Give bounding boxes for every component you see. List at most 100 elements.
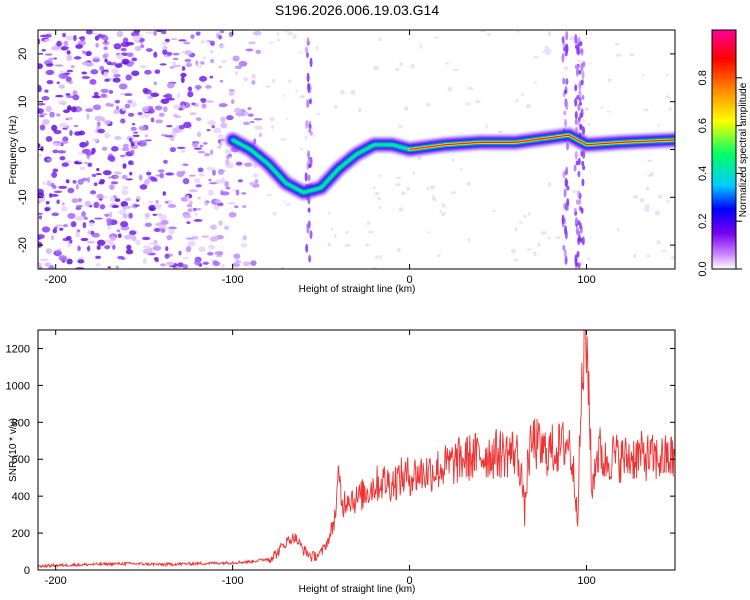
- spectrogram-noise-blob: [580, 79, 584, 86]
- colorbar-frame: [711, 29, 737, 270]
- spectrogram-noise-blob: [475, 99, 481, 104]
- spectrogram-noise-blob: [309, 57, 313, 68]
- spectrogram-noise-blob: [183, 121, 192, 129]
- spectrogram-noise-blob: [169, 66, 175, 69]
- spectrogram-noise-blob: [128, 137, 133, 142]
- spectrogram-noise-blob: [577, 262, 581, 269]
- spectrogram-noise-blob: [79, 141, 87, 148]
- spectrogram-noise-blob: [41, 226, 51, 233]
- spectrogram-noise-blob: [582, 118, 585, 123]
- spectrogram-noise-blob: [82, 221, 87, 229]
- spectrogram-noise-blob: [541, 231, 547, 235]
- spectrogram-noise-blob: [56, 81, 60, 85]
- spectrogram-noise-blob: [397, 248, 401, 253]
- spectrogram-noise-blob: [316, 113, 320, 116]
- spectrogram-noise-blob: [79, 166, 86, 171]
- spectrogram-noise-blob: [38, 102, 46, 106]
- spectrogram-noise-blob: [110, 181, 119, 185]
- spectrogram-noise-blob: [188, 174, 196, 177]
- spectrogram-noise-blob: [485, 124, 488, 129]
- spectrogram-noise-blob: [186, 221, 191, 224]
- spectrogram-noise-blob: [112, 61, 117, 65]
- spectrogram-noise-blob: [135, 239, 141, 246]
- spectrogram-noise-blob: [166, 234, 173, 241]
- spectrogram-noise-blob: [181, 104, 186, 110]
- spectrogram-noise-blob: [617, 227, 620, 232]
- spectrogram-noise-blob: [181, 65, 186, 71]
- spectrogram-noise-blob: [233, 253, 241, 259]
- spectrogram-noise-blob: [244, 162, 253, 167]
- spectrogram-noise-blob: [644, 204, 650, 209]
- spectrogram-noise-blob: [561, 214, 565, 224]
- spectrogram-noise-blob: [304, 46, 308, 53]
- spectrogram-noise-blob: [245, 48, 254, 52]
- spectrogram-noise-blob: [72, 94, 80, 101]
- spectrogram-noise-blob: [131, 235, 137, 242]
- spectrogram-noise-blob: [283, 200, 286, 203]
- spectrogram-noise-blob: [87, 162, 93, 167]
- spectrogram-noise-blob: [86, 245, 91, 252]
- spectrogram-noise-blob: [573, 164, 577, 172]
- spectrogram-noise-blob: [308, 163, 312, 169]
- spectrogram-noise-blob: [199, 144, 204, 148]
- spectrogram-noise-blob: [122, 37, 129, 44]
- spectrogram-noise-blob: [566, 185, 570, 191]
- spectrogram-noise-blob: [185, 62, 193, 68]
- spectrogram-noise-blob: [305, 243, 309, 253]
- spectrogram-noise-blob: [38, 63, 44, 70]
- spectrogram-noise-blob: [218, 103, 228, 108]
- spectrogram-noise-blob: [132, 134, 140, 137]
- spectrogram-noise-blob: [561, 52, 565, 63]
- spectrogram-noise-blob: [221, 263, 225, 268]
- spectrogram-noise-blob: [395, 182, 401, 187]
- spectrogram-noise-blob: [93, 95, 101, 99]
- spectrogram-noise-blob: [547, 182, 552, 188]
- spectrogram-noise-blob: [208, 178, 212, 182]
- spectrogram-noise-blob: [404, 106, 409, 112]
- spectrogram-noise-blob: [334, 104, 338, 110]
- spectrogram-noise-blob: [292, 34, 297, 40]
- spectrogram-noise-blob: [272, 78, 276, 84]
- spectrogram-noise-blob: [307, 150, 311, 158]
- spectrogram-noise-blob: [525, 103, 531, 109]
- spectrogram-noise-blob: [174, 265, 180, 269]
- spectrogram-noise-blob: [103, 71, 109, 78]
- snr-y-tick-label: 1000: [6, 380, 30, 392]
- spectrogram-noise-blob: [562, 244, 566, 251]
- spectrogram-noise-blob: [39, 124, 46, 131]
- spectrogram-noise-blob: [545, 48, 552, 53]
- spectrogram-noise-blob: [228, 153, 232, 157]
- spectrogram-noise-blob: [86, 241, 95, 244]
- spectrogram-noise-blob: [579, 40, 583, 47]
- spectrogram-noise-blob: [120, 47, 127, 52]
- spectrogram-noise-blob: [100, 88, 109, 94]
- spectrogram-noise-blob: [51, 124, 58, 132]
- spectrogram-noise-blob: [52, 149, 59, 154]
- spectrogram-noise-blob: [379, 206, 382, 210]
- spectrogram-noise-blob: [69, 239, 73, 244]
- spectrogram-noise-blob: [144, 134, 149, 138]
- spectrogram-noise-blob: [65, 235, 72, 241]
- spectrogram-noise-blob: [184, 58, 192, 63]
- spectrogram-noise-blob: [72, 180, 77, 184]
- spectrogram-noise-blob: [379, 254, 382, 260]
- spectrogram-noise-blob: [76, 229, 81, 233]
- spectrogram-noise-blob: [157, 169, 165, 173]
- spectrogram-noise-blob: [154, 69, 161, 74]
- spectrogram-noise-blob: [56, 199, 60, 205]
- spectrogram-noise-blob: [646, 254, 651, 258]
- spectrogram-noise-blob: [232, 55, 240, 62]
- colorbar-gradient: [712, 30, 736, 269]
- spectrogram-noise-blob: [44, 33, 52, 38]
- spectrogram-noise-blob: [67, 213, 76, 220]
- spectrogram-noise-blob: [172, 57, 179, 61]
- spectrogram-noise-blob: [193, 219, 203, 222]
- spectrogram-noise-blob: [81, 210, 87, 217]
- spectrogram-noise-blob: [565, 166, 569, 176]
- spectrogram-noise-blob: [70, 221, 77, 228]
- spectrogram-noise-blob: [50, 235, 55, 241]
- spectrogram-noise-blob: [69, 129, 73, 136]
- spectrogram-noise-blob: [96, 193, 104, 200]
- spectrogram-noise-blob: [266, 193, 273, 197]
- spectrogram-noise-blob: [114, 171, 122, 175]
